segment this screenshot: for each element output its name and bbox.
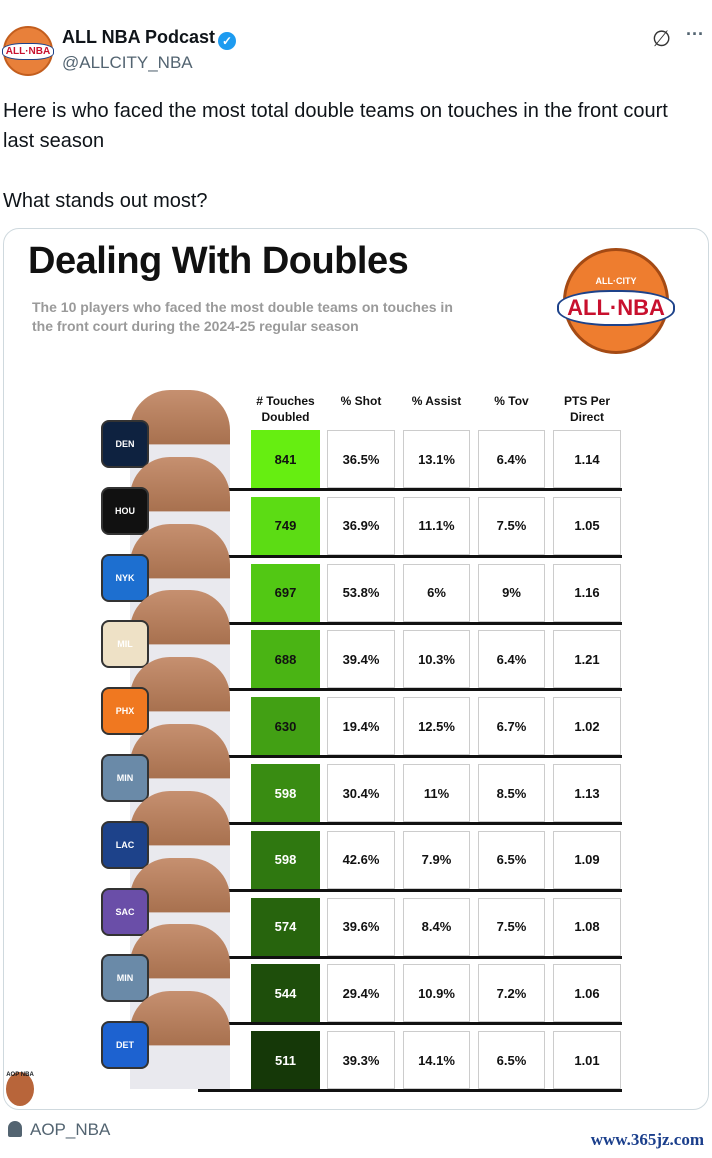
cell-tov: 9% (478, 563, 545, 622)
cell-shot: 42.6% (327, 830, 395, 889)
column-header: % Assist (411, 394, 462, 408)
cell-touches: 688 (251, 630, 320, 689)
cell-touches: 544 (251, 964, 320, 1023)
cell-assist: 14.1% (403, 1031, 470, 1090)
cell-pts: 1.06 (553, 964, 621, 1023)
cell-touches: 841 (251, 430, 320, 488)
cell-shot: 39.4% (327, 630, 395, 689)
footer-user: AOP_NBA (8, 1120, 110, 1140)
tweet-text: Here is who faced the most total double … (3, 100, 668, 212)
cell-touches: 598 (251, 764, 320, 822)
cell-pts: 1.21 (553, 630, 621, 689)
cell-assist: 7.9% (403, 830, 470, 889)
cell-shot: 36.5% (327, 430, 395, 488)
verified-icon: ✓ (218, 32, 237, 50)
cell-pts: 1.08 (553, 897, 621, 956)
cell-pts: 1.01 (553, 1031, 621, 1090)
row-divider (198, 488, 622, 491)
row-divider (198, 621, 622, 625)
more-icon[interactable]: ··· (686, 24, 704, 44)
cell-assist: 11% (403, 764, 470, 822)
cell-tov: 6.5% (478, 1031, 545, 1090)
cell-tov: 6.4% (478, 430, 545, 488)
graphic-subtitle: The 10 players who faced the most double… (32, 299, 453, 334)
cell-assist: 11.1% (403, 496, 470, 555)
row-divider (198, 822, 622, 825)
cell-assist: 13.1% (403, 430, 470, 488)
cell-pts: 1.14 (553, 430, 621, 488)
column-header: PTS Per Direct (563, 394, 611, 424)
person-icon (8, 1121, 22, 1137)
author-handle[interactable]: @ALLCITY_NBA (62, 53, 193, 72)
cell-touches: 511 (251, 1031, 320, 1090)
cell-pts: 1.16 (553, 563, 621, 622)
row-divider (198, 688, 622, 692)
cell-assist: 10.9% (403, 964, 470, 1023)
cell-shot: 53.8% (327, 563, 395, 622)
cell-tov: 7.2% (478, 964, 545, 1023)
column-header: % Tov (494, 394, 529, 408)
cell-touches: 697 (251, 563, 320, 622)
column-header: # Touches Doubled (256, 394, 315, 424)
team-logo: PHX (101, 687, 149, 736)
cell-touches: 749 (251, 496, 320, 555)
row-divider (198, 888, 622, 892)
cell-assist: 10.3% (403, 630, 470, 689)
cell-tov: 6.4% (478, 630, 545, 689)
graphic-title: Dealing With Doubles (28, 240, 409, 282)
cell-shot: 30.4% (327, 764, 395, 822)
row-divider (198, 1022, 622, 1026)
cell-shot: 29.4% (327, 964, 395, 1023)
cell-pts: 1.05 (553, 496, 621, 555)
cell-touches: 598 (251, 830, 320, 889)
row-divider (198, 755, 622, 759)
cell-pts: 1.02 (553, 697, 621, 756)
allnba-logo: ALL·CITY ALL·NBA (557, 248, 675, 354)
cell-pts: 1.09 (553, 830, 621, 889)
team-logo: SAC (101, 887, 149, 936)
team-logo: LAC (101, 820, 149, 869)
cell-tov: 7.5% (478, 496, 545, 555)
team-logo: DET (101, 1021, 149, 1070)
team-logo: HOU (101, 486, 149, 535)
cell-tov: 6.7% (478, 697, 545, 756)
cell-touches: 630 (251, 697, 320, 756)
cell-tov: 6.5% (478, 830, 545, 889)
row-divider (198, 955, 622, 959)
cell-touches: 574 (251, 897, 320, 956)
cell-shot: 39.6% (327, 897, 395, 956)
cell-shot: 36.9% (327, 496, 395, 555)
team-logo: MIL (101, 620, 149, 669)
team-logo: NYK (101, 553, 149, 602)
cell-tov: 7.5% (478, 897, 545, 956)
author-avatar[interactable]: ALL·NBA (1, 26, 55, 76)
grok-icon[interactable]: ∅ (652, 26, 672, 51)
cell-assist: 12.5% (403, 697, 470, 756)
cell-shot: 39.3% (327, 1031, 395, 1090)
cell-assist: 8.4% (403, 897, 470, 956)
cell-pts: 1.13 (553, 764, 621, 822)
author-name[interactable]: ALL NBA Podcast ✓ (62, 27, 237, 50)
cell-assist: 6% (403, 563, 470, 622)
cell-shot: 19.4% (327, 697, 395, 756)
column-header: % Shot (340, 394, 382, 408)
team-logo: MIN (101, 754, 149, 802)
team-logo: DEN (101, 420, 149, 468)
site-watermark: www.365jz.com (590, 1130, 704, 1149)
cell-tov: 8.5% (478, 764, 545, 822)
aop-watermark-logo: AOP NBA (6, 1072, 34, 1106)
row-divider (198, 554, 622, 558)
team-logo: MIN (101, 954, 149, 1003)
row-divider (198, 1089, 622, 1093)
